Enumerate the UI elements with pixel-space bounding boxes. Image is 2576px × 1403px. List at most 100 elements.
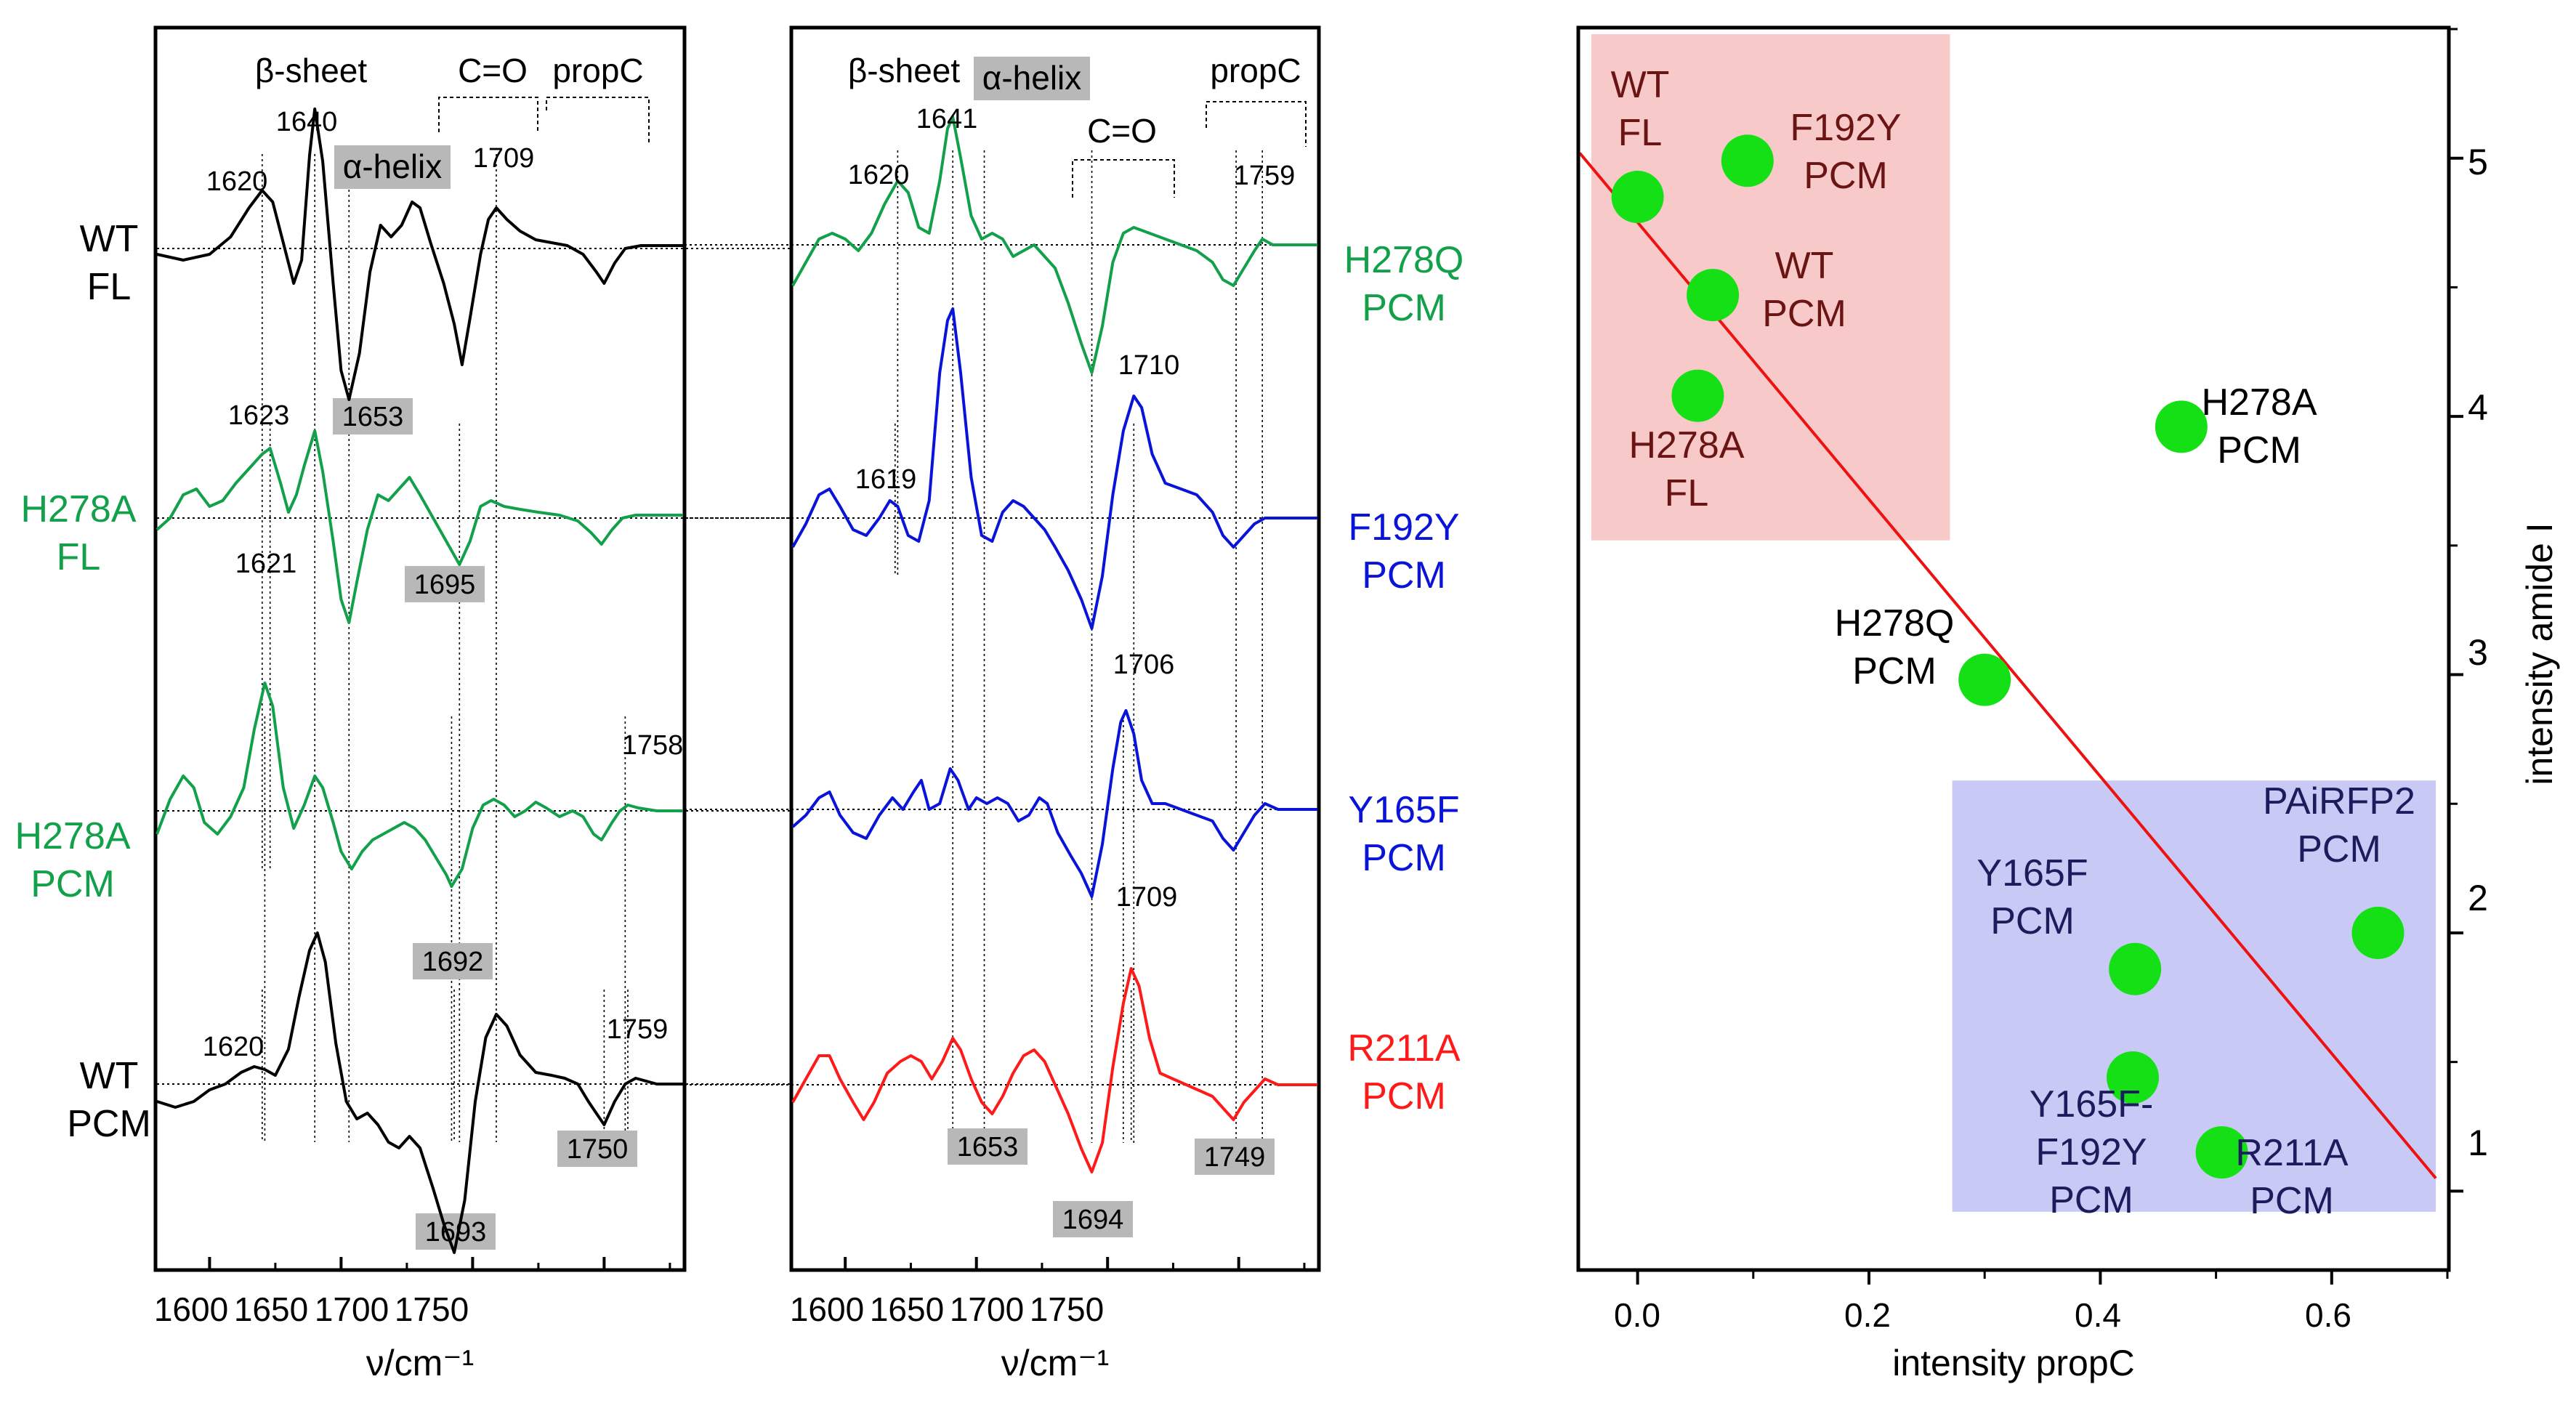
series-label-wt-fl-l1: WT [80, 218, 139, 260]
middle-peak-1619-f192y: 1619 [855, 464, 917, 495]
left-beta-sheet-label: β-sheet [255, 52, 368, 89]
middle-xtick-1750: 1750 [1030, 1290, 1104, 1328]
left-peak-1695-h278afl: 1695 [414, 570, 476, 600]
left-peak-1620-wtpcm: 1620 [203, 1032, 265, 1062]
scatter-point-y165f-pcm [2109, 942, 2162, 995]
right-scatter-panel: WT FL F192Y PCM WT PCM H278A FL H278A PC… [1576, 25, 2560, 1383]
middle-x-ticks [844, 1257, 1306, 1270]
scatter-point-h278a-pcm [2155, 400, 2208, 453]
linear-fit-line [1578, 152, 2437, 1179]
series-label-h278q-pcm-l2: PCM [1362, 287, 1446, 329]
series-label-y165f-pcm-l1: Y165F [1348, 789, 1459, 831]
left-co-label: C=O [458, 52, 528, 89]
left-helix-label: α-helix [343, 147, 443, 185]
series-line-h278q-pcm [791, 116, 1317, 374]
middle-xtick-1700: 1700 [950, 1290, 1024, 1328]
peak-box-L-1653 [333, 398, 413, 434]
scatter-ytick-4: 4 [2468, 387, 2488, 428]
point-label-h278a-pcm-l1: H278A [2202, 381, 2317, 424]
middle-peak-1694-r211a: 1694 [1062, 1205, 1124, 1235]
point-label-y165f-f192y-l1: Y165F- [2030, 1083, 2154, 1125]
left-x-ticks [208, 1257, 671, 1270]
scatter-y-axis-label: intensity amide I [2519, 522, 2560, 785]
point-label-wt-fl-l2: FL [1618, 112, 1663, 154]
left-peak-1623-h278afl: 1623 [228, 400, 290, 431]
middle-x-axis-label: ν/cm⁻¹ [1001, 1343, 1110, 1383]
middle-peak-1749-r211a: 1749 [1204, 1142, 1266, 1173]
point-label-wt-pcm-l2: PCM [1762, 293, 1846, 335]
series-line-f192y-pcm [791, 307, 1317, 630]
left-guide-lines [157, 154, 791, 1142]
series-line-h278a-pcm [156, 682, 683, 888]
middle-peak-1653-r211a: 1653 [957, 1132, 1019, 1163]
right-plot-frame [1576, 25, 2451, 1272]
middle-peak-1710-f192y: 1710 [1118, 350, 1180, 381]
middle-propc-label: propC [1210, 52, 1301, 89]
scatter-shaded-regions [1591, 34, 2436, 1212]
series-label-y165f-pcm-l2: PCM [1362, 837, 1446, 879]
scatter-point-y165f--f192y-pcm [2106, 1051, 2159, 1104]
scatter-xtick-0.2: 0.2 [1844, 1296, 1891, 1334]
left-x-axis-label: ν/cm⁻¹ [366, 1343, 475, 1383]
middle-plot-frame [789, 25, 1321, 1272]
point-label-pairfp2-pcm-l1: PAiRFP2 [2263, 780, 2415, 822]
peak-box-L-1750 [557, 1131, 637, 1167]
series-label-wt-fl-l2: FL [87, 266, 132, 308]
left-propc-label: propC [552, 52, 643, 89]
left-spectra-panel: β-sheet C=O propC α-helix 1620 1640 1709… [15, 25, 791, 1383]
left-peak-1758-h278apcm: 1758 [622, 730, 684, 761]
middle-peak-1620-h278q: 1620 [848, 160, 910, 190]
left-peak-1692-h278apcm: 1692 [422, 947, 484, 977]
series-line-wt-fl [156, 108, 683, 401]
scatter-point-wt-fl [1611, 171, 1664, 224]
middle-peak-1706-y165f: 1706 [1113, 650, 1175, 680]
scatter-ytick-3: 3 [2468, 632, 2488, 673]
left-propc-bracket [546, 97, 650, 145]
scatter-point-h278q-pcm [1958, 653, 2011, 706]
middle-co-bracket [1072, 159, 1175, 198]
point-label-h278a-fl-l1: H278A [1629, 424, 1745, 466]
point-label-wt-pcm-l1: WT [1775, 245, 1834, 287]
middle-peak-1759-h278q: 1759 [1234, 161, 1296, 191]
middle-helix-label: α-helix [982, 59, 1082, 97]
middle-guide-lines [685, 150, 1317, 1143]
middle-peak-1641-h278q: 1641 [916, 104, 978, 134]
scatter-point-f192y-pcm [1721, 134, 1774, 187]
scatter-ytick-1: 1 [2468, 1123, 2488, 1163]
series-line-h278a-fl [156, 429, 683, 624]
series-line-wt-pcm [156, 931, 683, 1254]
series-label-r211a-pcm-l2: PCM [1362, 1075, 1446, 1117]
scatter-point-h278a-fl [1671, 369, 1724, 422]
point-label-f192y-pcm-l2: PCM [1804, 155, 1888, 197]
left-peak-1709-wtfl: 1709 [473, 143, 535, 174]
middle-propc-bracket [1206, 101, 1307, 147]
point-label-y165f-f192y-l3: PCM [2049, 1179, 2133, 1221]
middle-xtick-1600: 1600 [790, 1290, 864, 1328]
peak-box-L-1692 [413, 943, 493, 979]
series-label-h278a-pcm-l2: PCM [31, 863, 115, 905]
middle-peak-1709-r211a: 1709 [1116, 882, 1178, 913]
scatter-x-axis-label: intensity propC [1892, 1343, 2135, 1383]
middle-helix-box [974, 57, 1090, 100]
point-label-h278a-pcm-l2: PCM [2217, 429, 2301, 472]
left-peak-1621-h278apcm: 1621 [235, 549, 297, 579]
series-label-h278a-fl-l2: FL [57, 536, 101, 578]
scatter-fit-line [1578, 152, 2437, 1179]
left-peak-1640-wtfl: 1640 [276, 107, 338, 137]
peak-box-M-1694 [1053, 1201, 1133, 1237]
scatter-xtick-0.6: 0.6 [2305, 1296, 2351, 1334]
point-label-y165f-f192y-l2: F192Y [2035, 1131, 2147, 1173]
left-series-lines [156, 108, 683, 1254]
left-xtick-1750: 1750 [395, 1290, 469, 1328]
left-label-boxes [333, 398, 637, 1250]
series-label-f192y-pcm-l1: F192Y [1348, 506, 1459, 549]
point-label-h278a-fl-l2: FL [1665, 472, 1709, 514]
peak-box-M-1653 [948, 1128, 1027, 1165]
series-line-y165f-pcm [791, 709, 1317, 898]
region-blue [1952, 780, 2436, 1212]
point-label-wt-fl-l1: WT [1611, 64, 1670, 106]
scatter-xtick-0.4: 0.4 [2075, 1296, 2121, 1334]
series-label-wt-pcm-l2: PCM [67, 1103, 151, 1145]
scatter-ytick-2: 2 [2468, 878, 2488, 918]
